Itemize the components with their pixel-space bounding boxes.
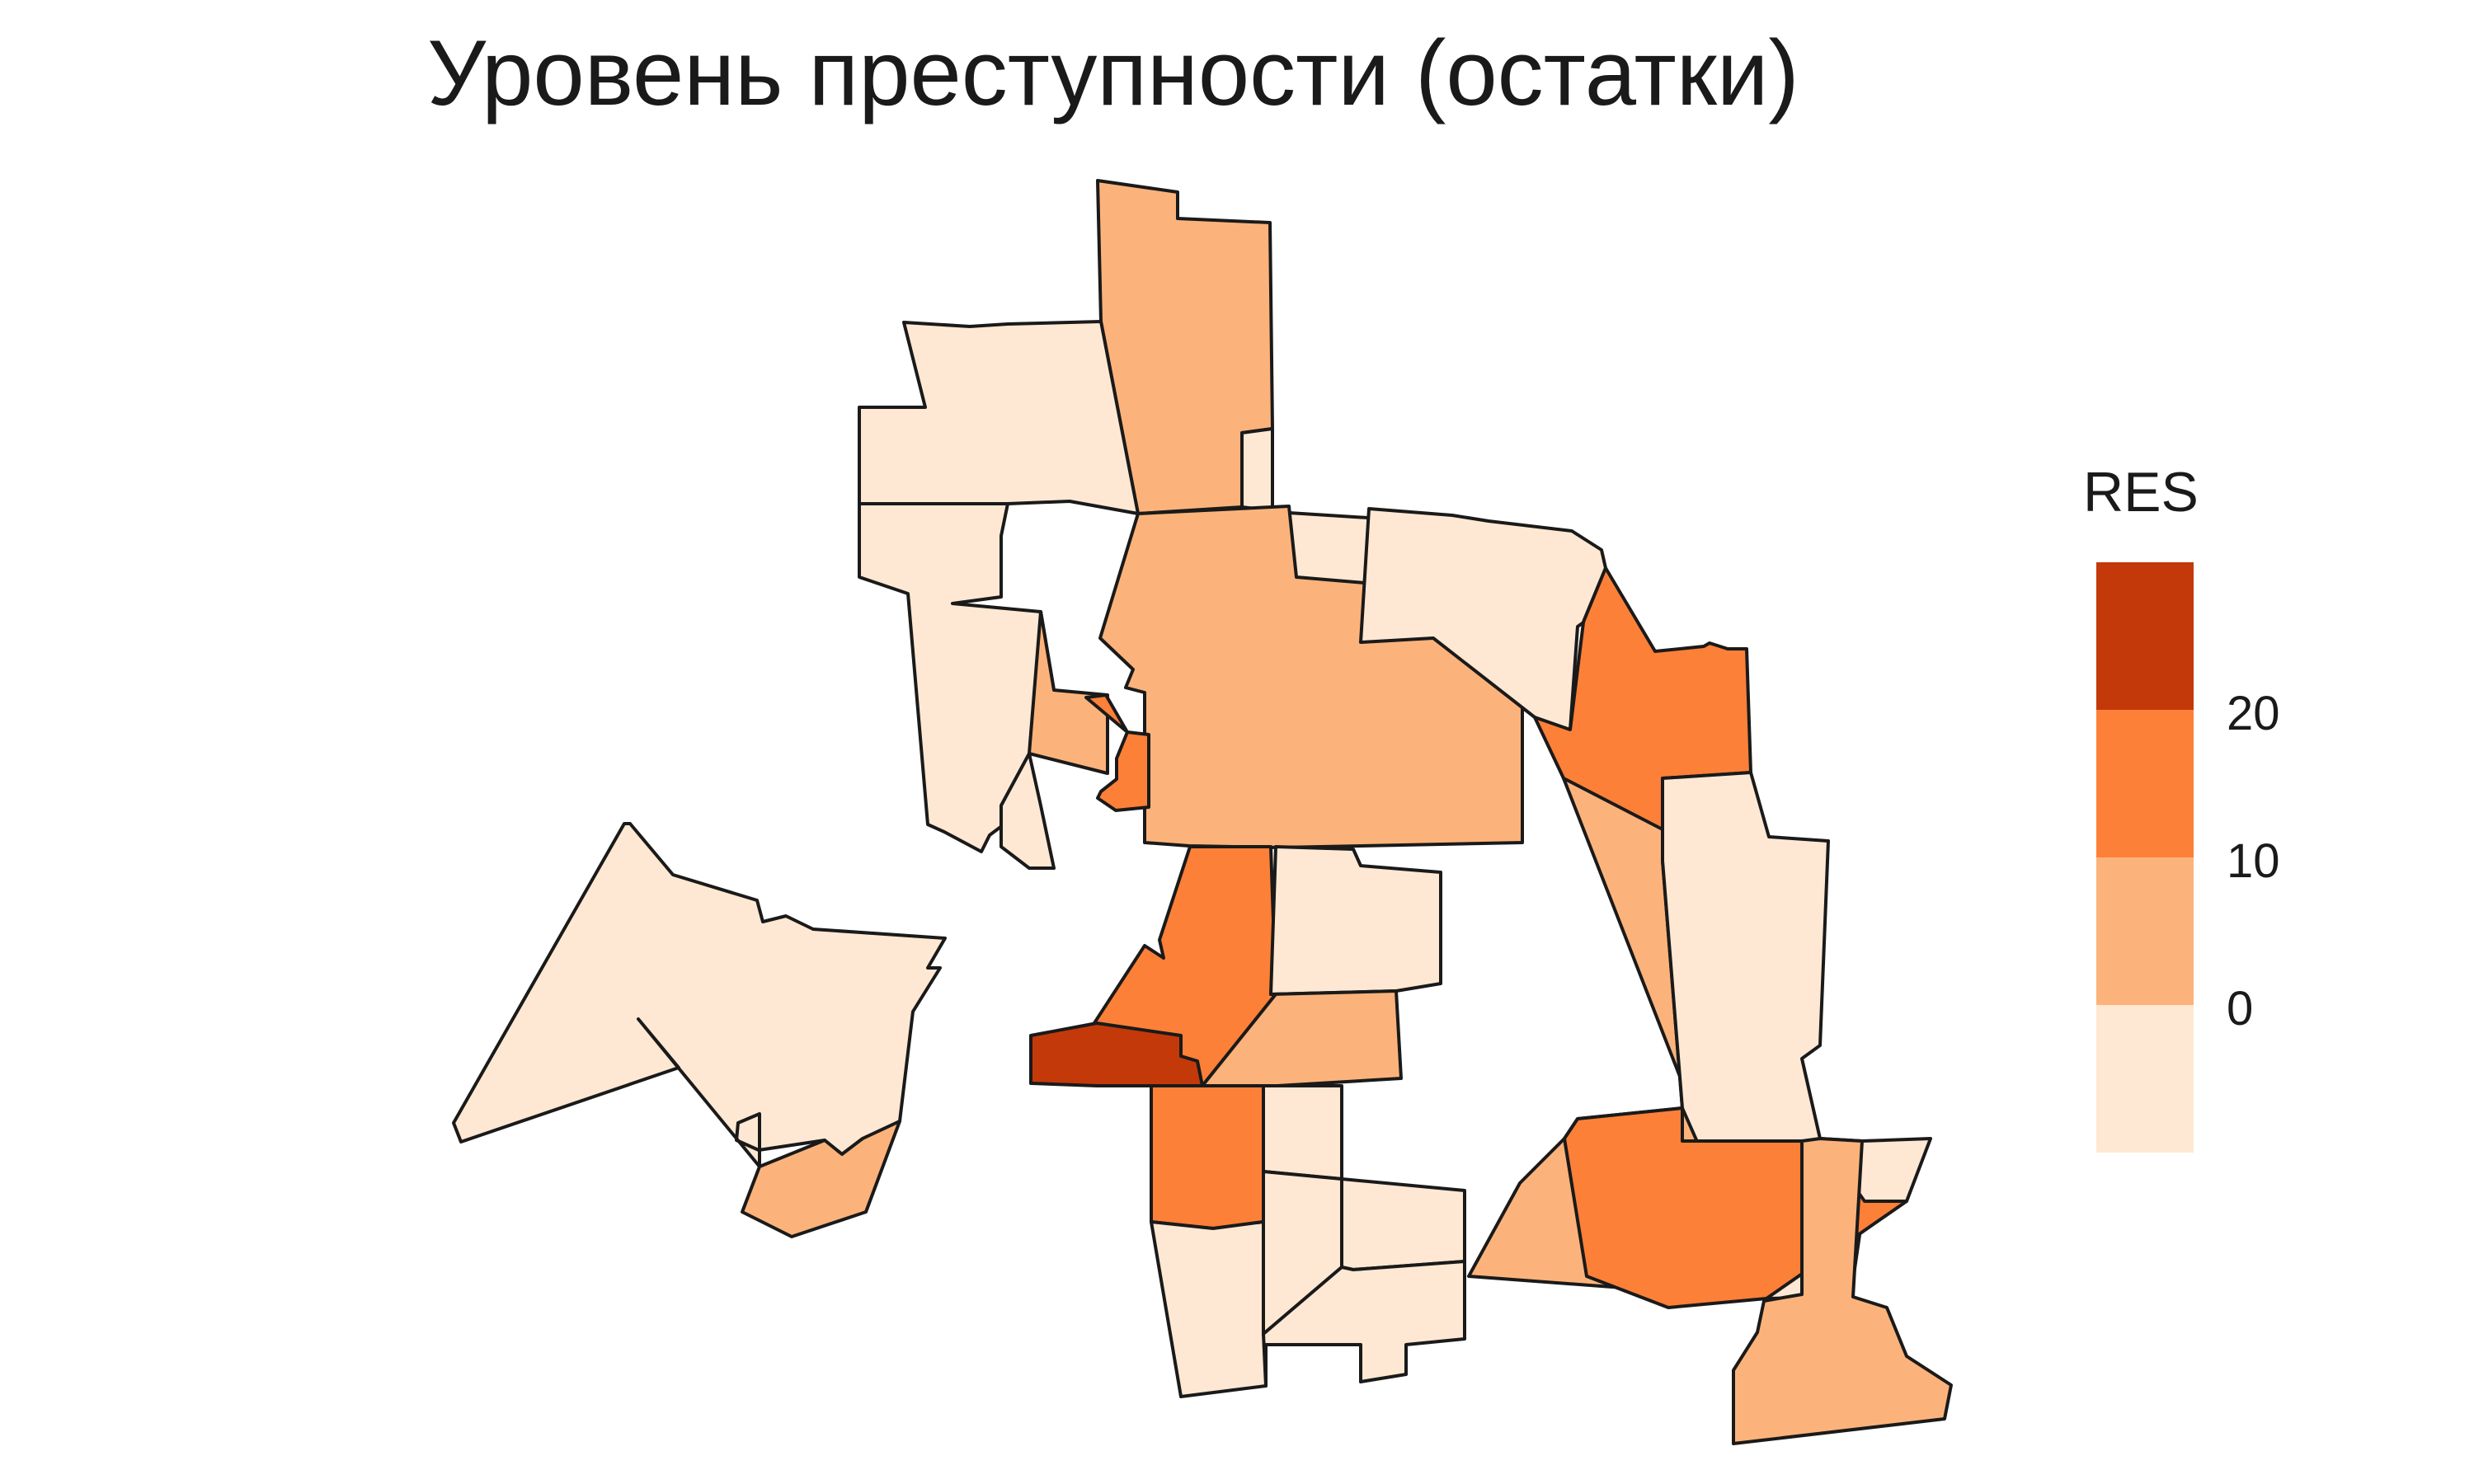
svg-text:10: 10	[2227, 834, 2280, 888]
svg-text:20: 20	[2227, 687, 2280, 740]
svg-text:0: 0	[2227, 982, 2253, 1036]
svg-text:RES: RES	[2083, 461, 2199, 524]
